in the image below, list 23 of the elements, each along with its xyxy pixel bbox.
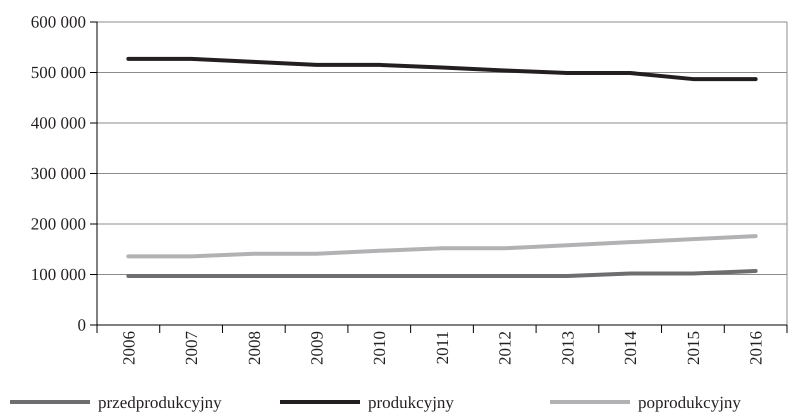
- x-tick-label: 2014: [621, 330, 640, 365]
- x-tick-label: 2008: [244, 331, 264, 365]
- x-tick-label: 2012: [496, 331, 515, 365]
- x-tick-label: 2013: [558, 331, 578, 365]
- x-tick-label: 2015: [684, 331, 703, 365]
- x-tick-label: 2009: [307, 331, 326, 365]
- y-tick-label: 600 000: [30, 12, 86, 32]
- y-tick-label: 300 000: [30, 164, 86, 183]
- legend-label: poprodukcyjny: [638, 392, 742, 412]
- x-tick-label: 2006: [119, 331, 138, 365]
- x-tick-label: 2010: [370, 331, 390, 365]
- y-tick-label: 0: [78, 315, 86, 334]
- x-tick-label: 2007: [182, 330, 202, 365]
- legend-label: przedprodukcyjny: [98, 392, 222, 412]
- y-tick-label: 500 000: [30, 62, 86, 82]
- legend-label: produkcyjny: [368, 392, 454, 412]
- x-tick-label: 2011: [432, 331, 452, 364]
- y-tick-label: 400 000: [30, 113, 86, 132]
- line-series: [126, 56, 758, 82]
- y-tick-label: 100 000: [30, 264, 86, 284]
- x-tick-label: 2016: [746, 331, 766, 365]
- line-series: [126, 234, 758, 258]
- y-tick-label: 200 000: [30, 214, 86, 234]
